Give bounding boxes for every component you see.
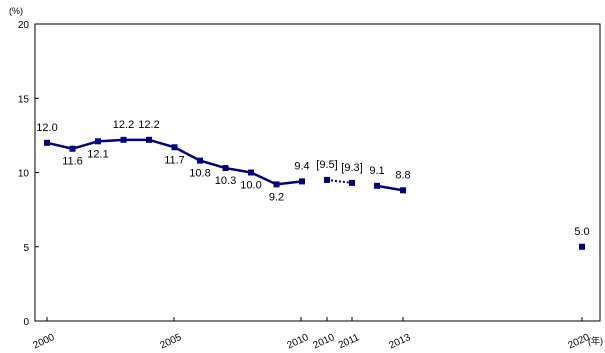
y-tick-label: 0: [23, 317, 29, 328]
series-line: [376, 184, 404, 192]
data-label: 12.0: [36, 122, 57, 134]
y-tick-label: 5: [23, 243, 29, 254]
data-labels: 12.0 11.6 12.1 12.2 12.2 11.7 10.8 10.3 10.0 9.2 9…: [36, 119, 589, 238]
data-point-marker: [299, 178, 305, 185]
data-label: 12.2: [113, 119, 134, 131]
data-point-marker: [146, 136, 152, 143]
series-points: [44, 136, 585, 250]
data-label: 10.0: [240, 180, 261, 192]
data-point-marker: [171, 144, 178, 151]
data-point-marker: [95, 138, 101, 145]
x-axis-ticks: 2000 2005 2010 2010 2011 2013 2020: [32, 317, 592, 351]
x-tick-label: 2010: [286, 332, 311, 352]
data-point-marker: [579, 243, 585, 250]
data-label: [9.3]: [341, 162, 362, 174]
x-unit-label: (年): [588, 335, 603, 346]
plot-area-frame: [34, 23, 601, 322]
x-tick-label: 2010: [312, 332, 337, 352]
y-tick-label: 10: [18, 169, 30, 180]
series-line-dotted: [326, 178, 353, 184]
data-label: 8.8: [395, 169, 410, 181]
data-point-marker: [273, 181, 280, 188]
data-label: 5.0: [574, 226, 589, 238]
data-label: 9.2: [269, 191, 284, 203]
data-point-marker: [44, 139, 50, 146]
x-tick-label: 2005: [159, 332, 184, 352]
y-axis-ticks: 0 5 10 15 20: [18, 20, 39, 328]
y-tick-label: 20: [18, 20, 30, 31]
y-tick-label: 15: [18, 94, 30, 105]
x-tick-label: 2011: [337, 332, 362, 351]
data-label: 9.4: [294, 160, 309, 172]
data-point-marker: [222, 165, 229, 172]
data-label: 11.7: [164, 154, 185, 166]
data-label: 11.6: [62, 156, 83, 168]
data-label: 9.1: [369, 165, 384, 177]
data-label: [9.5]: [316, 159, 337, 171]
data-label: 10.8: [189, 168, 210, 180]
data-point-marker: [248, 169, 254, 176]
data-point-marker: [197, 157, 203, 164]
data-point-marker: [120, 136, 127, 143]
data-label: 12.1: [87, 148, 108, 160]
data-label: 10.3: [215, 175, 236, 187]
data-label: 12.2: [138, 119, 159, 131]
data-point-marker: [349, 179, 355, 186]
y-unit-label: (%): [9, 6, 23, 16]
x-tick-label: 2000: [32, 332, 57, 352]
data-point-marker: [69, 145, 76, 152]
data-point-marker: [324, 176, 330, 183]
x-tick-label: 2013: [388, 332, 413, 352]
x-tick-label: 2020: [567, 332, 592, 352]
data-point-marker: [374, 182, 380, 189]
data-point-marker: [400, 187, 406, 194]
